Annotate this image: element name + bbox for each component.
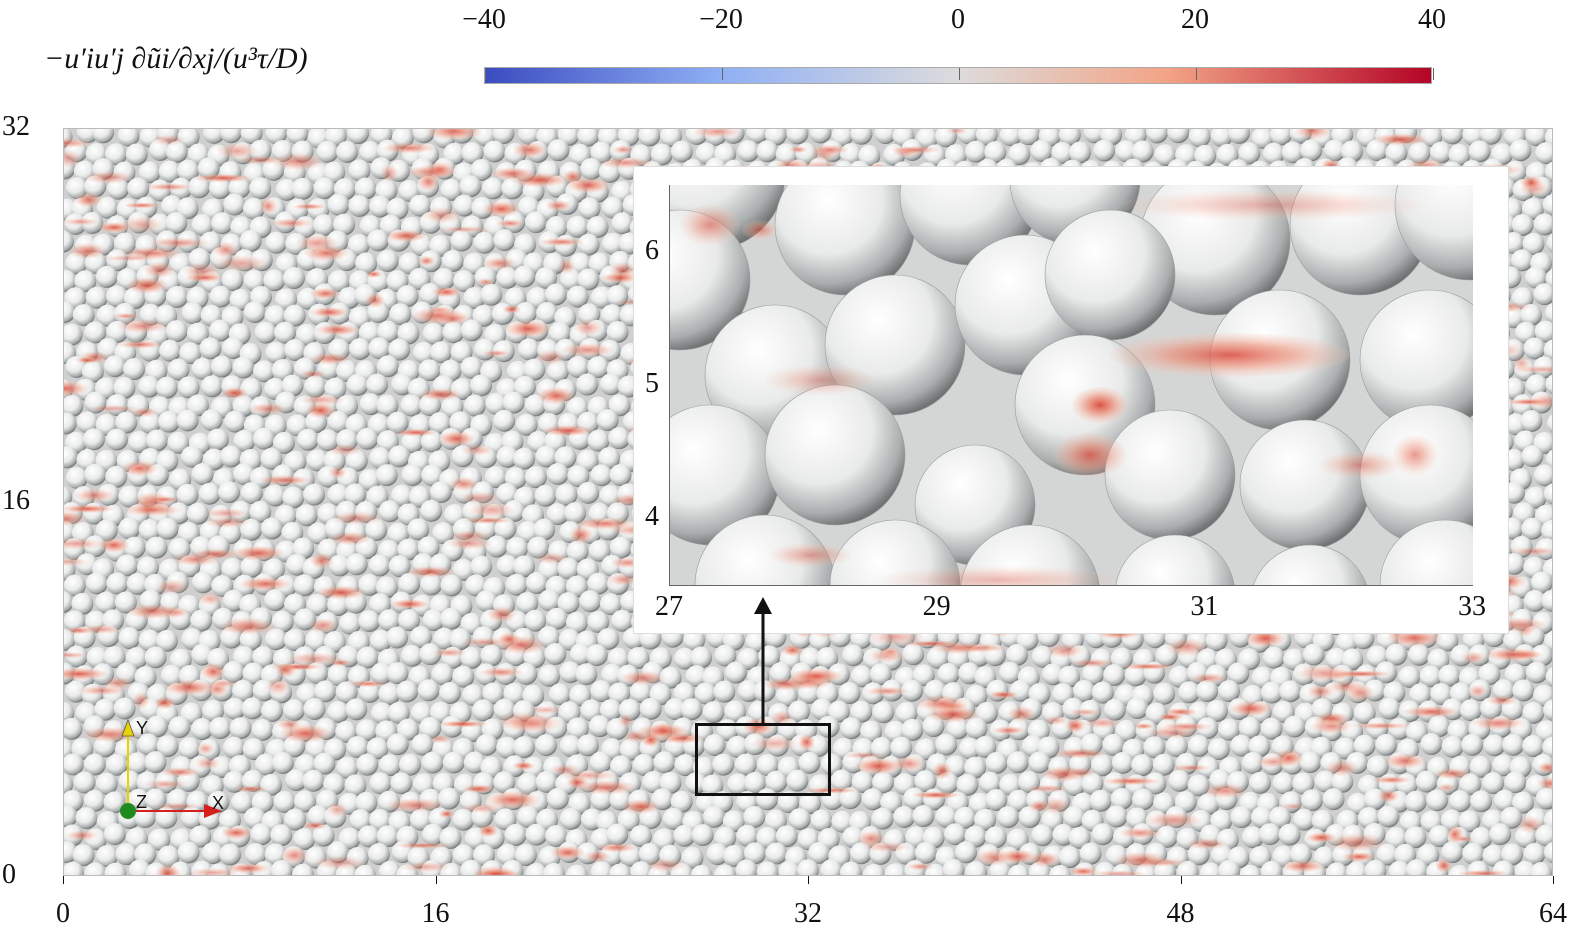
inset-sphere-image <box>670 185 1473 585</box>
colorbar-label: −u′iu′j ∂ũi/∂xj/(u³τ/D) <box>44 42 308 75</box>
colorbar-tick-label: 20 <box>1181 4 1209 35</box>
colorbar-tick-label: 0 <box>951 4 965 35</box>
main-x-tick-mark <box>63 876 64 884</box>
colorbar-tick-mark <box>1432 68 1434 80</box>
colorbar-tick-mark <box>484 68 486 80</box>
x-axis-arrow-icon <box>204 804 222 818</box>
orientation-triad: Y Z X <box>120 718 224 819</box>
main-x-tick-label: 32 <box>794 898 822 929</box>
zoom-region-box <box>695 723 831 796</box>
inset-x-tick-label: 33 <box>1458 591 1486 622</box>
triad-x-label: X <box>212 793 224 813</box>
colorbar-tick-label: −20 <box>699 4 743 35</box>
triad-y-label: Y <box>136 718 148 738</box>
colorbar <box>484 67 1434 84</box>
inset-y-tick-label: 6 <box>645 234 659 266</box>
main-y-tick-label: 32 <box>2 111 30 142</box>
inset-x-tick-label: 31 <box>1190 591 1219 622</box>
main-x-tick-mark <box>1553 876 1554 884</box>
main-x-tick-mark <box>808 876 809 884</box>
main-y-tick-label: 0 <box>2 859 16 890</box>
main-x-tick-label: 0 <box>56 898 70 929</box>
main-x-tick-label: 16 <box>421 898 450 929</box>
colorbar-tick-label: −40 <box>462 4 506 35</box>
inset-x-tick-label: 27 <box>655 591 683 622</box>
inset-panel <box>634 167 1508 633</box>
colorbar-tick-mark <box>1195 68 1197 80</box>
triad-z-label: Z <box>136 792 147 812</box>
y-axis-arrow-icon <box>121 718 135 737</box>
z-axis-dot-icon <box>120 803 136 819</box>
inset-x-tick-label: 29 <box>922 591 951 622</box>
inset-zoom-image <box>669 185 1473 586</box>
main-x-tick-mark <box>435 876 437 884</box>
main-y-tick-label: 16 <box>2 485 30 516</box>
colorbar-tick-label: 40 <box>1418 4 1446 35</box>
main-x-tick-label: 48 <box>1166 898 1195 929</box>
inset-y-tick-label: 4 <box>645 501 659 533</box>
main-x-tick-mark <box>1180 876 1182 884</box>
inset-y-tick-label: 5 <box>645 368 659 399</box>
colorbar-tick-mark <box>721 68 723 80</box>
colorbar-tick-mark <box>958 68 960 80</box>
main-x-tick-label: 64 <box>1539 898 1567 929</box>
